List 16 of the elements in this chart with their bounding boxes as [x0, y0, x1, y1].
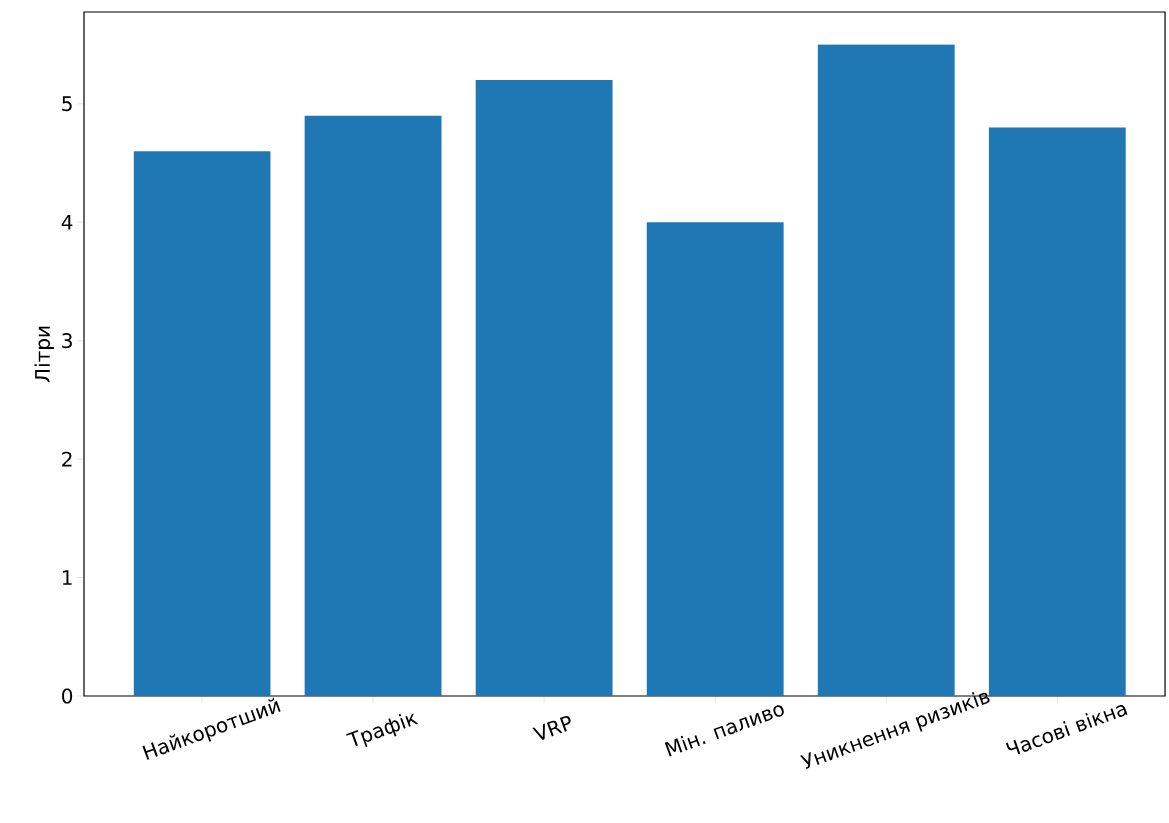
- bar: [304, 115, 442, 696]
- y-tick-label: 1: [62, 570, 72, 585]
- bar: [475, 80, 613, 696]
- bar: [988, 127, 1126, 696]
- y-tick-label: 0: [62, 688, 73, 704]
- y-tick-label: 5: [62, 96, 72, 112]
- y-tick-label: 2: [62, 451, 72, 467]
- y-tick-label: 4: [61, 214, 73, 230]
- y-tick-label: 3: [62, 333, 72, 349]
- y-axis-title: Літри: [34, 326, 54, 383]
- x-tick-label: VRP: [532, 716, 571, 740]
- x-tick-label: Мін. паливо: [664, 705, 784, 757]
- bar: [133, 151, 271, 696]
- x-tick-label: Трафік: [346, 713, 419, 748]
- bar: [646, 222, 784, 696]
- x-tick-label: Часові вікна: [1005, 705, 1128, 755]
